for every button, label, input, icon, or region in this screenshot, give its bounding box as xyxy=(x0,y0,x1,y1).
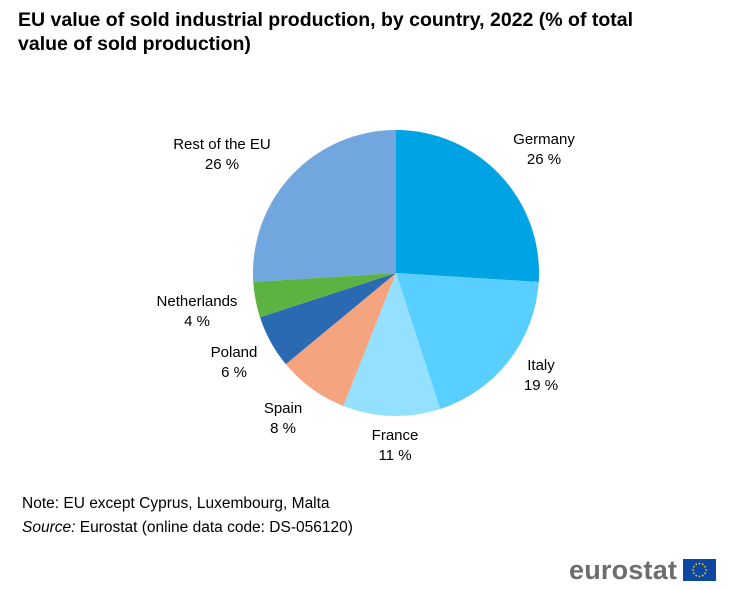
slice-label-name: France xyxy=(372,427,419,444)
chart-notes: Note: EU except Cyprus, Luxembourg, Malt… xyxy=(22,492,353,540)
flag-star xyxy=(701,563,704,566)
pie-slice-italy xyxy=(396,273,539,410)
slice-label-value: 26 % xyxy=(205,156,239,173)
source-value: Eurostat (online data code: DS-056120) xyxy=(75,519,353,536)
flag-star xyxy=(701,574,704,577)
slice-label-name: Spain xyxy=(264,400,302,417)
flag-star xyxy=(698,562,701,565)
eurostat-wordmark: eurostat xyxy=(569,555,678,585)
slice-label-value: 8 % xyxy=(270,420,296,437)
slice-label-value: 11 % xyxy=(378,447,411,464)
pie-slice-netherlands xyxy=(253,273,396,318)
flag-star xyxy=(693,572,695,575)
flag-star xyxy=(692,569,695,571)
slice-label-value: 19 % xyxy=(524,377,558,394)
pie-slice-spain xyxy=(285,273,396,406)
eurostat-logo: eurostat xyxy=(569,555,717,585)
slice-label-value: 6 % xyxy=(221,364,247,381)
slice-label-name: Italy xyxy=(527,357,555,374)
slice-label-name: Germany xyxy=(513,131,575,148)
source-text: Source: Eurostat (online data code: DS-0… xyxy=(22,516,353,540)
chart-title: EU value of sold industrial production, … xyxy=(18,9,634,55)
flag-star xyxy=(695,574,698,577)
pie-labels: Germany 26 % Italy 19 % France 11 % Spain 8 % Po… xyxy=(157,131,576,464)
flag-star xyxy=(693,565,695,568)
pie-slices xyxy=(253,130,540,416)
slice-label-value: 4 % xyxy=(184,313,210,330)
pie-slice-germany xyxy=(396,130,540,282)
source-label: Source: xyxy=(22,519,76,536)
flag-star xyxy=(698,575,701,578)
note-text: Note: EU except Cyprus, Luxembourg, Malt… xyxy=(22,495,330,512)
flag-star xyxy=(705,569,708,571)
slice-label-name: Poland xyxy=(211,344,258,361)
slice-label-value: 26 % xyxy=(527,151,561,168)
pie-slice-poland xyxy=(259,273,396,365)
pie-slice-rest-of-the-eu xyxy=(253,130,396,282)
slice-label-name: Netherlands xyxy=(157,293,238,310)
pie-slice-france xyxy=(343,273,441,416)
flag-star xyxy=(704,572,707,575)
flag-star xyxy=(695,563,698,566)
flag-star xyxy=(704,565,707,568)
slice-label-name: Rest of the EU xyxy=(173,136,271,153)
eu-flag-icon xyxy=(683,559,717,581)
